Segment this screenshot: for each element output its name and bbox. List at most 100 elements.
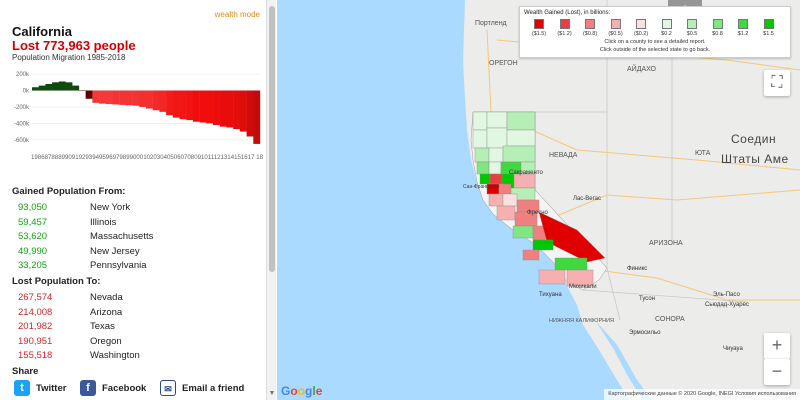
legend-swatch — [559, 19, 570, 29]
bar-1990[interactable] — [65, 82, 73, 91]
bar-2011[interactable] — [206, 90, 214, 124]
scroll-down-arrow[interactable]: ▼ — [268, 390, 276, 397]
bar-1991[interactable] — [72, 85, 80, 91]
legend-label: ($1.2) — [557, 31, 572, 37]
migration-count: 59,457 — [18, 216, 48, 228]
bar-1999[interactable] — [125, 90, 133, 106]
bar-2000[interactable] — [132, 90, 140, 106]
label-nevada: НЕВАДА — [549, 152, 578, 159]
label-phoenix: Финикс — [627, 266, 648, 272]
legend-label: $0.8 — [712, 31, 723, 37]
label-chihuahua: Чиуауа — [723, 346, 743, 352]
migration-count: 33,205 — [18, 260, 48, 271]
wealth-mode-link[interactable]: wealth mode — [214, 10, 260, 19]
google-logo[interactable]: Google — [281, 384, 323, 398]
migration-count: 201,982 — [18, 321, 53, 332]
bar-2003[interactable] — [152, 90, 160, 111]
migration-count: 190,951 — [18, 335, 53, 347]
bar-2018[interactable] — [253, 90, 261, 144]
share-heading: Share — [12, 366, 39, 377]
bar-1989[interactable] — [58, 81, 66, 91]
legend-swatch — [763, 19, 774, 29]
bar-2017[interactable] — [246, 90, 254, 137]
zoom-out-button[interactable]: − — [764, 359, 790, 385]
facebook-icon: f — [80, 380, 96, 396]
bar-2014[interactable] — [226, 90, 234, 128]
bar-1993[interactable] — [85, 90, 93, 99]
bar-1995[interactable] — [99, 90, 106, 104]
bar-2015[interactable] — [233, 90, 241, 130]
map-canvas[interactable] — [277, 0, 800, 400]
scrollbar-thumb[interactable] — [269, 6, 275, 272]
bar-2005[interactable] — [166, 90, 174, 116]
bar-2008[interactable] — [186, 90, 194, 121]
bar-2009[interactable] — [192, 90, 200, 122]
bar-2013[interactable] — [219, 90, 227, 127]
list-item: 33,205 Pennsylvania — [18, 260, 258, 273]
map[interactable]: Портленд ОРЕГОН АЙДАХО НЕВАДА ЮТА Соедин… — [277, 0, 800, 400]
label-ciudad: Сьюдад-Хуарес — [705, 302, 749, 308]
y-tick-label: 0k — [23, 89, 30, 95]
legend-label: $0.5 — [686, 31, 698, 37]
label-baja: НИЖНЯЯ КАЛИФОРНИЯ — [549, 318, 615, 324]
migration-count: 214,008 — [18, 306, 53, 318]
share-facebook[interactable]: f Facebook — [80, 378, 146, 398]
label-utah: ЮТА — [695, 150, 711, 157]
share-twitter[interactable]: t Twitter — [14, 378, 66, 398]
label-united: Соедин — [731, 132, 777, 146]
y-tick-label: -200k — [14, 105, 30, 111]
chart-subtitle: Population Migration 1985-2018 — [12, 53, 126, 62]
zoom-in-button[interactable]: + — [764, 333, 790, 359]
bar-1985[interactable] — [32, 87, 39, 91]
label-states: Штаты Аме — [721, 152, 789, 166]
bar-1986[interactable] — [38, 85, 46, 91]
list-item: 201,982 Texas — [18, 321, 258, 334]
legend-label: ($1.5) — [531, 31, 547, 37]
label-hermosillo: Эрмосильо — [629, 330, 661, 336]
label-sonora: СОНОРА — [655, 316, 685, 323]
gained-heading: Gained Population From: — [12, 186, 126, 197]
migration-count: 155,518 — [18, 350, 53, 361]
list-item: 53,620 Massachusetts — [18, 231, 258, 244]
sidebar-scrollbar[interactable]: ▼ — [266, 0, 276, 400]
bar-2012[interactable] — [213, 90, 220, 126]
legend-title: Wealth Gained (Lost), in billions: — [524, 10, 611, 16]
bar-1998[interactable] — [119, 90, 127, 105]
legend-swatch — [610, 19, 621, 29]
map-attribution[interactable]: Картографические данные © 2020 Google, I… — [604, 389, 800, 400]
migration-count: 53,620 — [18, 231, 48, 242]
legend-swatch — [534, 19, 544, 29]
sidebar: wealth mode California Lost 773,963 peop… — [0, 0, 266, 400]
legend-swatch — [712, 19, 723, 29]
state-name: Massachusetts — [90, 231, 154, 242]
twitter-label: Twitter — [36, 382, 67, 394]
label-tucson: Тусон — [639, 296, 655, 302]
label-oregon: ОРЕГОН — [489, 60, 518, 67]
label-el-paso: Эль-Пасо — [713, 292, 740, 298]
facebook-label: Facebook — [102, 382, 147, 394]
state-name: Arizona — [90, 306, 123, 318]
bar-2007[interactable] — [179, 90, 187, 120]
list-item: 214,008 Arizona — [18, 307, 258, 320]
california-counties[interactable] — [470, 111, 608, 291]
bar-2004[interactable] — [159, 90, 167, 112]
bar-1994[interactable] — [92, 90, 100, 103]
bar-1996[interactable] — [105, 90, 113, 105]
bar-2010[interactable] — [199, 90, 207, 123]
bar-1988[interactable] — [52, 82, 60, 91]
bar-2002[interactable] — [146, 90, 153, 109]
fullscreen-button[interactable]: ⛶ — [764, 70, 790, 96]
list-item: 267,574 Nevada — [18, 292, 258, 305]
bar-2016[interactable] — [239, 90, 247, 132]
bar-2006[interactable] — [172, 90, 180, 118]
y-tick-label: -600k — [14, 138, 30, 144]
legend-swatch — [687, 19, 697, 29]
label-idaho: АЙДАХО — [627, 66, 656, 73]
bar-1987[interactable] — [45, 83, 53, 91]
share-email[interactable]: ✉ Email a friend — [160, 378, 244, 398]
bar-2001[interactable] — [139, 90, 147, 107]
list-item: 93,050 New York — [18, 202, 258, 215]
legend-label: ($0.2) — [633, 31, 649, 37]
bar-1997[interactable] — [112, 90, 120, 105]
legend-swatch — [636, 19, 646, 29]
